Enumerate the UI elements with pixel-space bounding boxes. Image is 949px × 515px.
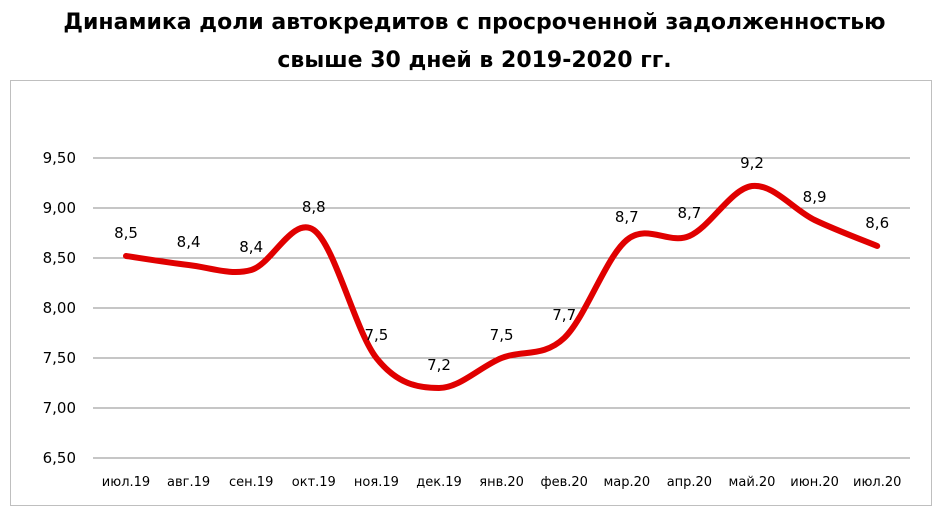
data-label: 7,7 bbox=[552, 306, 576, 324]
data-label: 7,5 bbox=[364, 326, 388, 344]
data-label: 9,2 bbox=[740, 154, 764, 172]
data-labels: 8,5 8,4 8,4 8,8 7,5 7,2 7,5 7,7 8,7 8,7 9,2 8,9 8,6 bbox=[114, 154, 889, 374]
data-label: 8,9 bbox=[803, 188, 827, 206]
y-tick-label: 7,50 bbox=[43, 349, 76, 367]
data-label: 7,5 bbox=[490, 326, 514, 344]
chart-title-line-1: Динамика доли автокредитов с просроченно… bbox=[63, 10, 886, 35]
x-tick-label: июл.19 bbox=[102, 475, 150, 490]
y-tick-label: 9,50 bbox=[43, 149, 76, 167]
x-tick-label: апр.20 bbox=[667, 475, 712, 490]
data-label: 8,7 bbox=[615, 208, 639, 226]
x-tick-label: дек.19 bbox=[416, 475, 462, 490]
y-axis-ticks: 9,50 9,00 8,50 8,00 7,50 7,00 6,50 bbox=[43, 149, 76, 467]
y-tick-label: 7,00 bbox=[43, 399, 76, 417]
data-label: 8,8 bbox=[302, 198, 326, 216]
x-tick-label: ноя.19 bbox=[354, 475, 399, 490]
chart-frame bbox=[10, 80, 932, 506]
x-tick-label: янв.20 bbox=[479, 475, 524, 490]
x-axis-ticks: июл.19 авг.19 сен.19 окт.19 ноя.19 дек.19 янв.… bbox=[102, 475, 902, 490]
gridlines bbox=[93, 157, 910, 459]
data-label: 8,4 bbox=[177, 233, 201, 251]
data-label: 8,7 bbox=[677, 204, 701, 222]
x-tick-label: май.20 bbox=[729, 475, 776, 490]
series-line bbox=[123, 182, 881, 391]
x-tick-label: авг.19 bbox=[167, 475, 210, 490]
data-label: 8,6 bbox=[865, 214, 889, 232]
x-tick-label: фев.20 bbox=[540, 475, 587, 490]
x-tick-label: мар.20 bbox=[603, 475, 650, 490]
chart-title-line-2: свыше 30 дней в 2019-2020 гг. bbox=[277, 48, 672, 73]
y-tick-label: 9,00 bbox=[43, 199, 76, 217]
y-tick-label: 6,50 bbox=[43, 449, 76, 467]
chart-title: Динамика доли автокредитов с просроченно… bbox=[0, 4, 949, 80]
data-label: 8,4 bbox=[239, 238, 263, 256]
y-tick-label: 8,00 bbox=[43, 299, 76, 317]
x-tick-label: июл.20 bbox=[853, 475, 901, 490]
x-tick-label: сен.19 bbox=[229, 475, 273, 490]
x-tick-label: окт.19 bbox=[292, 475, 336, 490]
data-label: 7,2 bbox=[427, 356, 451, 374]
y-tick-label: 8,50 bbox=[43, 249, 76, 267]
x-tick-label: июн.20 bbox=[790, 475, 839, 490]
data-label: 8,5 bbox=[114, 224, 138, 242]
